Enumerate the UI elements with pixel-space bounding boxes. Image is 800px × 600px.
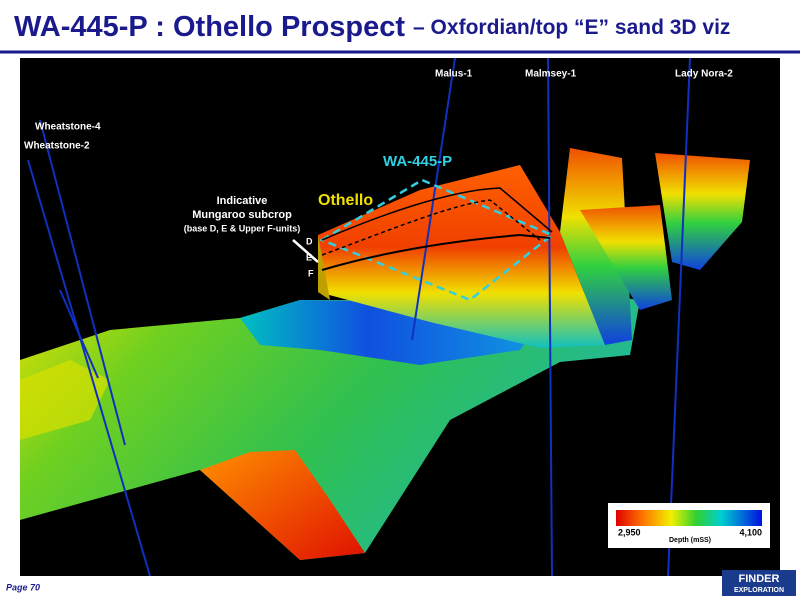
well-label: Lady Nora-2 [675,69,733,80]
color-bar [616,510,762,526]
well-label: Malus-1 [435,69,473,80]
title: WA-445-P : Othello Prospect – Oxfordian/t… [14,11,730,43]
logo-text: FINDER [739,573,780,585]
legend-max: 4,100 [739,527,762,537]
page-number: Page 70 [6,582,40,592]
permit-label: WA-445-P [383,153,452,170]
well-paths [27,57,691,577]
well-label: Malmsey-1 [525,69,577,80]
legend-label: Depth (mSS) [669,537,711,544]
unit-label: D [306,236,313,246]
note-line: Mungaroo subcrop [192,209,292,221]
unit-label: F [308,268,314,278]
well-label: Wheatstone-4 [35,122,101,133]
unit-labels: D E F [306,236,314,278]
well-labels: Malus-1 Malmsey-1 Lady Nora-2 Wheatstone… [24,69,733,152]
annotation-arrow [292,239,319,263]
prospect-label: Othello [318,192,373,209]
terrain [20,148,750,560]
subcrop-lines [321,187,553,271]
logo-box [722,570,796,596]
unit-label: E [306,252,312,262]
well-label: Wheatstone-2 [24,141,90,152]
note-line: (base D, E & Upper F-units) [184,223,301,233]
logo-text: EXPLORATION [734,587,784,594]
legend-min: 2,950 [618,527,641,537]
subcrop-note: Indicative Mungaroo subcrop (base D, E &… [184,195,301,233]
note-line: Indicative [217,195,268,207]
